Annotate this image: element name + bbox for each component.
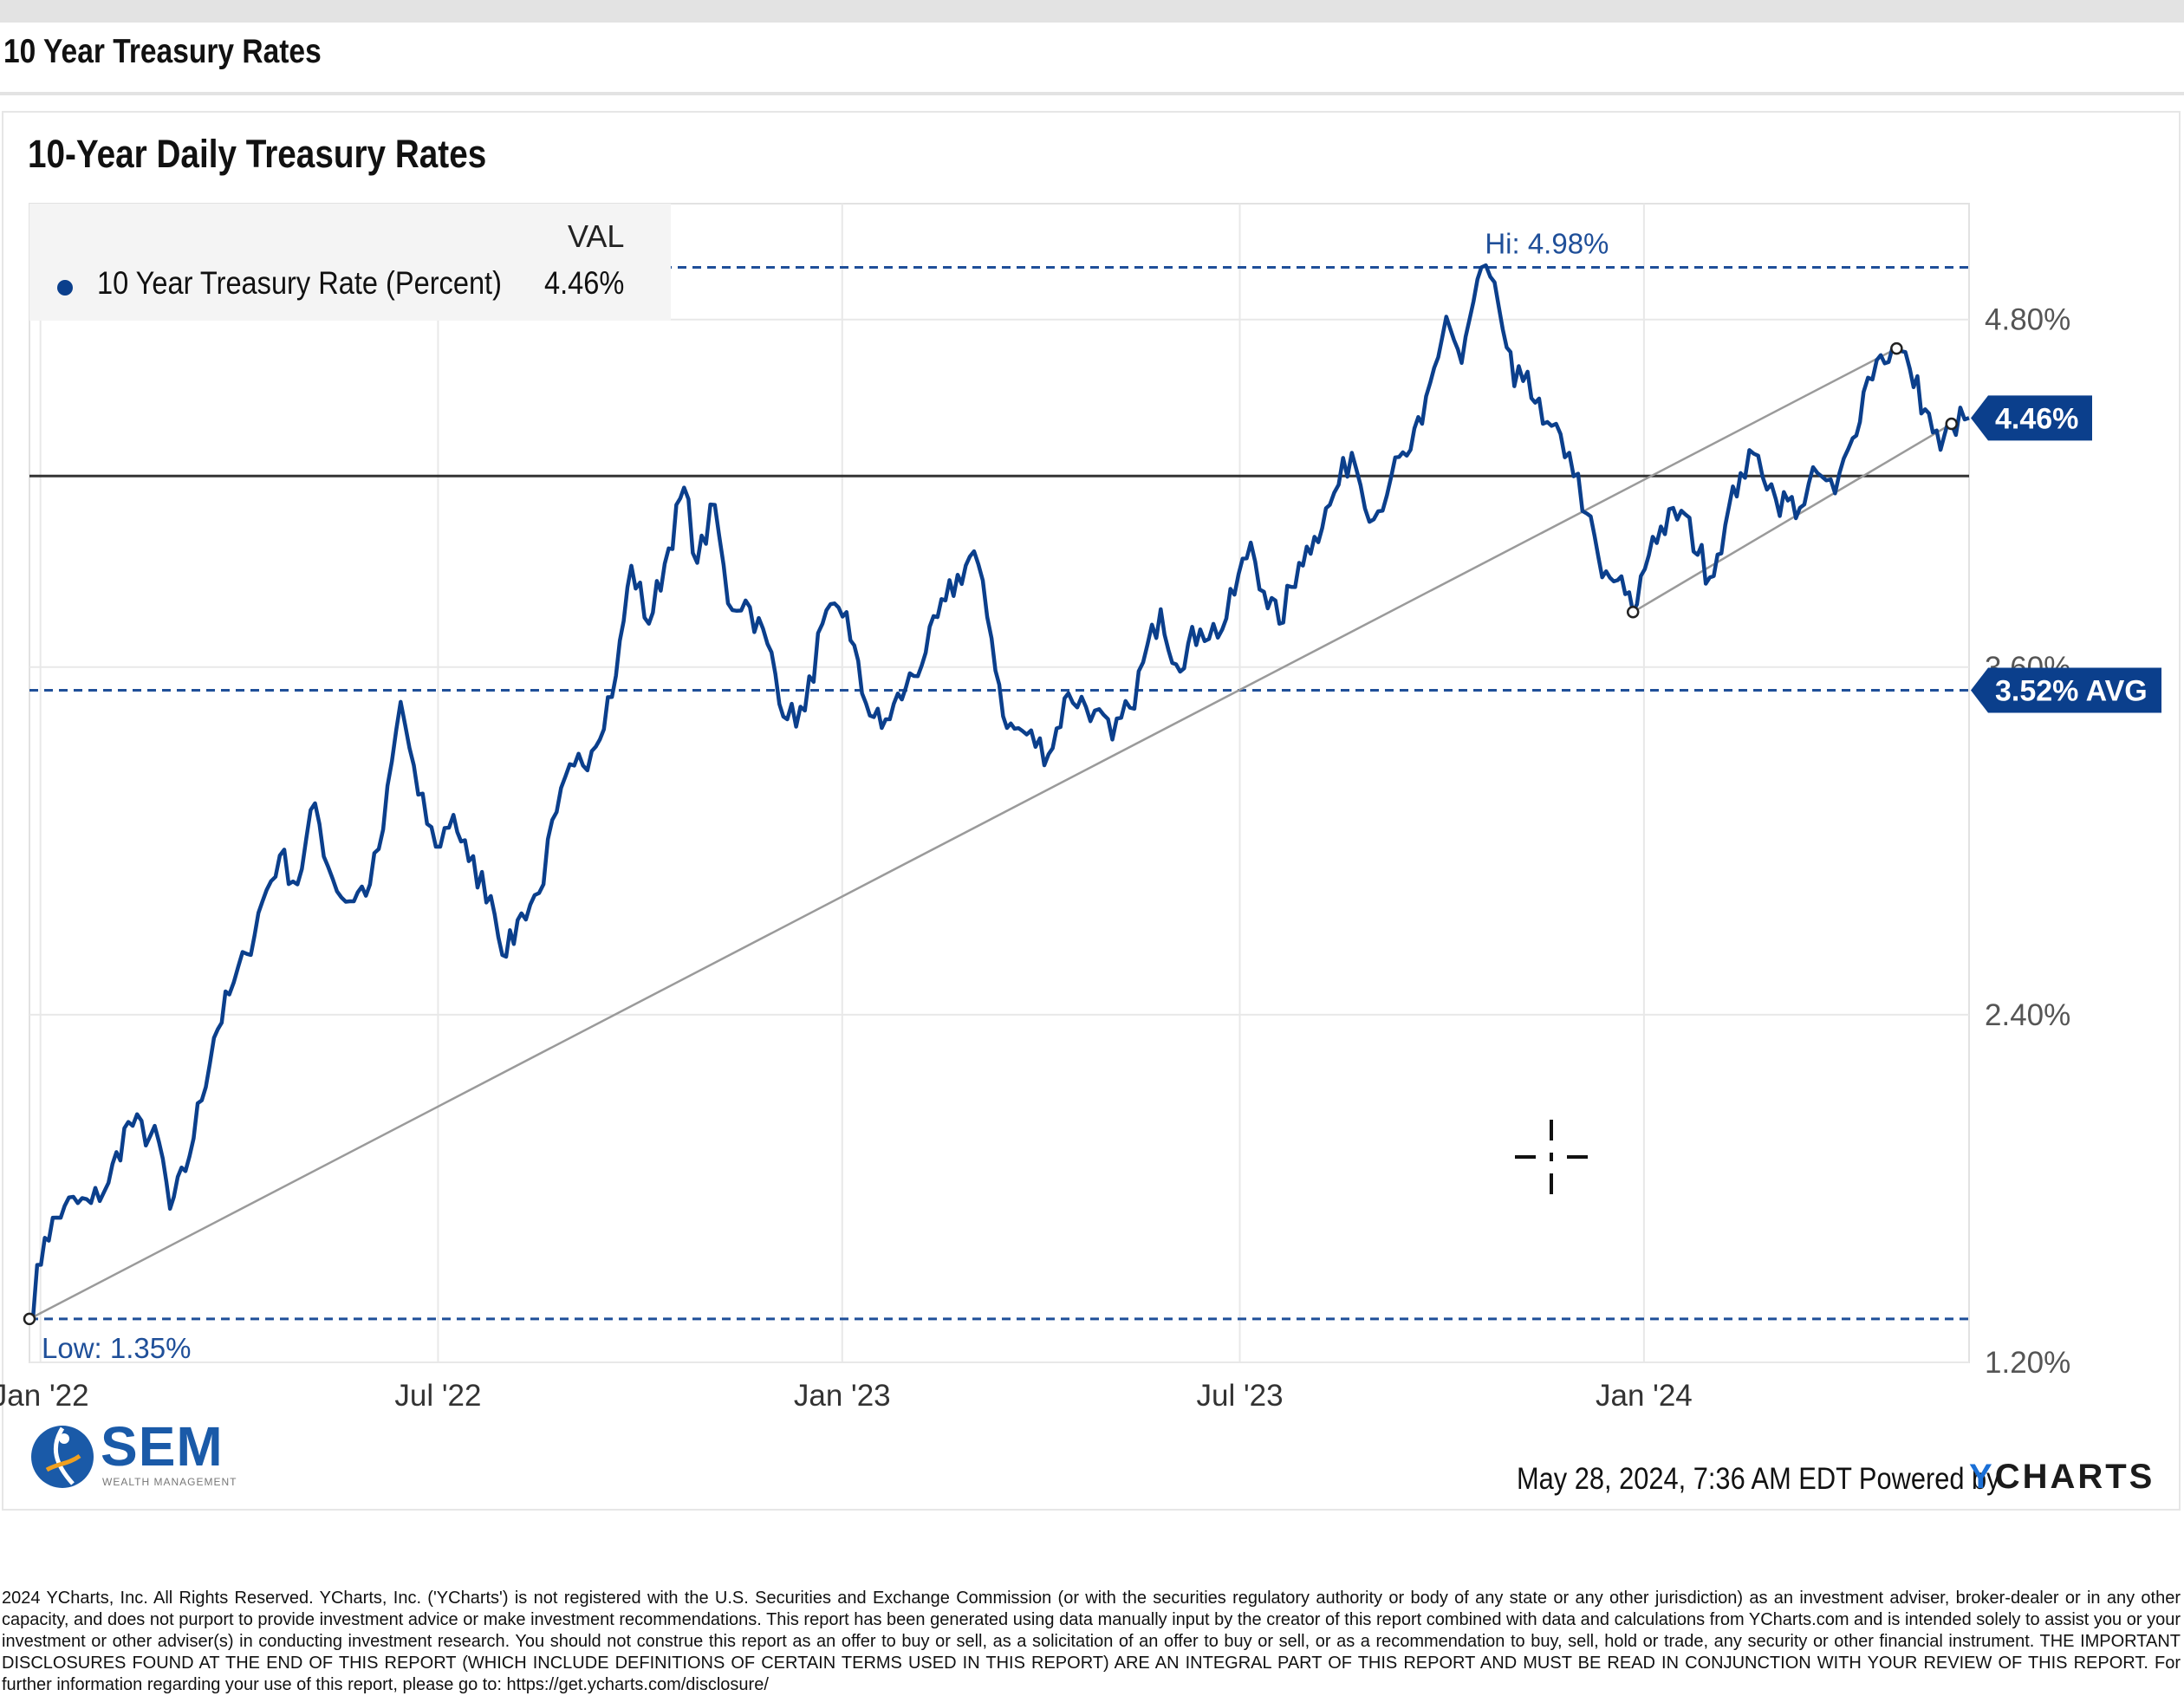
y-tick-label: 4.80% (1985, 303, 2070, 337)
current-flag-label: 4.46% (1995, 402, 2078, 435)
footer-timestamp: May 28, 2024, 7:36 AM EDT Powered by (1517, 1462, 2000, 1496)
trendline (1632, 422, 1953, 614)
average-flag-label: 3.52% AVG (1995, 675, 2148, 708)
x-tick-label: Jul '23 (1196, 1379, 1283, 1413)
ycharts-logo[interactable]: YCHARTS (1969, 1458, 2155, 1497)
low-label: Low: 1.35% (42, 1332, 191, 1364)
rate-series-line (28, 263, 1970, 1321)
legend-value-header: VAL (568, 218, 625, 254)
high-label: Hi: 4.98% (1485, 228, 1609, 260)
legend-box (29, 204, 671, 321)
sem-logo-icon (31, 1426, 94, 1488)
trendline-anchor-point (1890, 341, 1903, 355)
x-tick-label: Jan '23 (794, 1379, 891, 1413)
legend-series-name[interactable]: 10 Year Treasury Rate (Percent) (97, 265, 502, 301)
average-flag (1971, 667, 2161, 713)
trendline-anchor-point (1945, 417, 1958, 431)
crosshair-cursor-icon (1515, 1120, 1588, 1194)
trendline-anchor-point (23, 1312, 36, 1326)
trendline-anchor-point (1626, 606, 1640, 619)
current-flag (1971, 395, 2092, 441)
chart-title: 10-Year Daily Treasury Rates (28, 132, 487, 176)
top-bar (0, 0, 2184, 23)
x-tick-label: Jan '24 (1596, 1379, 1693, 1413)
x-tick-label: Jul '22 (394, 1379, 481, 1413)
page-title: 10 Year Treasury Rates (3, 33, 322, 70)
ycharts-logo-rest: CHARTS (1994, 1458, 2155, 1496)
title-divider (0, 92, 2184, 95)
plot-frame (29, 203, 1970, 1363)
legend-series-dot-icon (57, 280, 73, 296)
chart-card (2, 111, 2181, 1511)
y-tick-label: 2.40% (1985, 998, 2070, 1032)
logo-subtext: WEALTH MANAGEMENT (102, 1476, 237, 1488)
disclaimer-text: 2024 YCharts, Inc. All Rights Reserved. … (2, 1589, 2181, 1694)
ycharts-logo-y: Y (1969, 1458, 1995, 1496)
legend-series-value: 4.46% (544, 265, 625, 301)
logo-text: SEM (101, 1415, 224, 1478)
y-tick-label: 1.20% (1985, 1346, 2070, 1380)
x-tick-label: Jan '22 (0, 1379, 89, 1413)
trendline (29, 348, 1897, 1320)
